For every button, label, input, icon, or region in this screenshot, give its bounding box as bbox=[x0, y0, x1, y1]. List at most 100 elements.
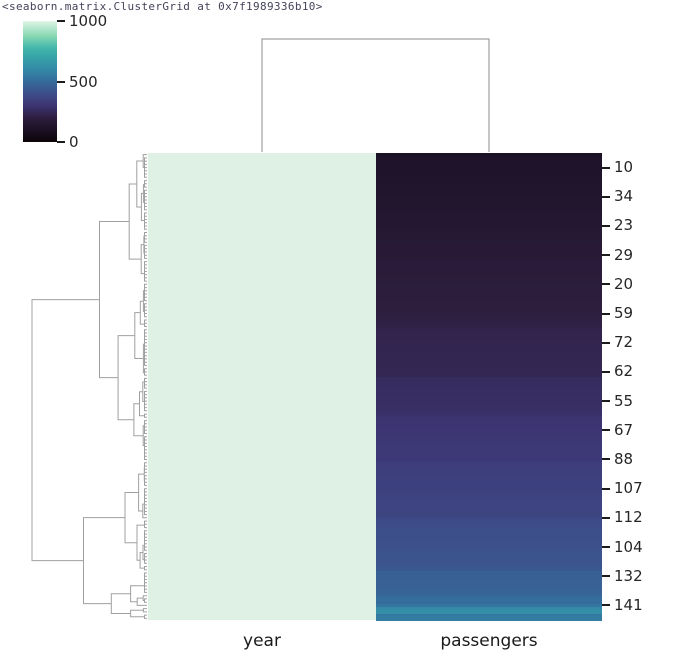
heatmap-row bbox=[376, 331, 602, 336]
heatmap-row bbox=[376, 169, 602, 174]
heatmap-row bbox=[376, 542, 602, 546]
heatmap-row bbox=[376, 185, 602, 190]
heatmap-row bbox=[376, 516, 602, 521]
heatmap-row bbox=[376, 269, 602, 274]
heatmap-row bbox=[376, 337, 602, 342]
row-tick bbox=[602, 546, 610, 549]
heatmap-row bbox=[376, 260, 602, 264]
heatmap-row bbox=[376, 253, 602, 258]
heatmap-row bbox=[376, 282, 602, 287]
heatmap-row bbox=[376, 506, 602, 511]
heatmap-row bbox=[376, 234, 602, 238]
heatmap-row bbox=[376, 318, 602, 323]
heatmap-row bbox=[376, 227, 602, 232]
heatmap-row bbox=[376, 405, 602, 410]
heatmap-row bbox=[376, 204, 602, 209]
row-tick-label: 107 bbox=[614, 479, 643, 498]
heatmap-row bbox=[376, 389, 602, 394]
heatmap-row bbox=[376, 564, 602, 569]
heatmap-row bbox=[376, 240, 602, 245]
heatmap-row bbox=[376, 425, 602, 430]
heatmap-row bbox=[376, 584, 602, 589]
row-tick bbox=[602, 166, 610, 169]
heatmap-row bbox=[376, 399, 602, 404]
heatmap-row bbox=[376, 509, 602, 514]
heatmap-row bbox=[376, 182, 602, 187]
heatmap-year-column bbox=[148, 153, 376, 620]
heatmap-row bbox=[376, 428, 602, 433]
heatmap-row bbox=[376, 256, 602, 261]
heatmap-row bbox=[376, 409, 602, 414]
heatmap-row bbox=[376, 367, 602, 371]
row-tick-label: 59 bbox=[614, 304, 634, 323]
row-tick bbox=[602, 224, 610, 227]
colorbar-tick bbox=[57, 141, 65, 143]
heatmap-row bbox=[376, 211, 602, 216]
heatmap-row bbox=[376, 217, 602, 222]
row-tick bbox=[602, 575, 610, 578]
heatmap-row bbox=[376, 380, 602, 384]
heatmap-row bbox=[376, 383, 602, 388]
heatmap-row bbox=[376, 214, 602, 219]
heatmap bbox=[148, 153, 602, 621]
heatmap-row bbox=[376, 431, 602, 436]
heatmap-row bbox=[376, 474, 602, 478]
heatmap-row bbox=[376, 422, 602, 426]
heatmap-row bbox=[376, 363, 602, 368]
heatmap-row bbox=[376, 551, 602, 556]
heatmap-row bbox=[376, 454, 602, 459]
heatmap-row bbox=[376, 448, 602, 452]
heatmap-row bbox=[376, 438, 602, 443]
heatmap-row bbox=[376, 247, 602, 251]
row-tick bbox=[602, 458, 610, 461]
heatmap-row bbox=[376, 561, 602, 566]
heatmap-row bbox=[376, 386, 602, 391]
heatmap-row bbox=[376, 311, 602, 316]
heatmap-row bbox=[376, 525, 602, 530]
row-tick-label: 141 bbox=[614, 595, 643, 614]
row-tick-label: 88 bbox=[614, 449, 634, 468]
heatmap-row bbox=[376, 457, 602, 462]
heatmap-row bbox=[376, 522, 602, 527]
heatmap-row bbox=[376, 396, 602, 401]
heatmap-row bbox=[376, 341, 602, 345]
heatmap-row bbox=[376, 610, 602, 615]
heatmap-row bbox=[376, 198, 602, 203]
row-tick-label: 23 bbox=[614, 216, 634, 235]
column-dendrogram bbox=[261, 38, 490, 152]
row-tick bbox=[602, 487, 610, 490]
row-tick bbox=[602, 312, 610, 315]
heatmap-row bbox=[376, 555, 602, 559]
heatmap-row bbox=[376, 483, 602, 488]
row-tick-label: 55 bbox=[614, 391, 634, 410]
heatmap-row bbox=[376, 285, 602, 290]
colorbar-tick-label: 0 bbox=[69, 133, 79, 151]
heatmap-row bbox=[376, 607, 602, 611]
heatmap-passengers-column bbox=[376, 153, 602, 621]
heatmap-row bbox=[376, 480, 602, 485]
heatmap-row bbox=[376, 289, 602, 294]
heatmap-row bbox=[376, 208, 602, 212]
heatmap-row bbox=[376, 597, 602, 602]
heatmap-row bbox=[376, 532, 602, 537]
heatmap-row bbox=[376, 324, 602, 329]
row-tick-label: 29 bbox=[614, 245, 634, 264]
heatmap-row bbox=[376, 350, 602, 355]
heatmap-row bbox=[376, 487, 602, 491]
heatmap-row bbox=[376, 512, 602, 517]
notebook-repr-text: <seaborn.matrix.ClusterGrid at 0x7f19893… bbox=[2, 0, 323, 13]
heatmap-row bbox=[376, 490, 602, 495]
row-tick bbox=[602, 254, 610, 257]
x-axis-label-passengers: passengers bbox=[440, 631, 538, 651]
row-tick bbox=[602, 516, 610, 519]
heatmap-row bbox=[376, 243, 602, 248]
heatmap-row bbox=[376, 402, 602, 407]
heatmap-row bbox=[376, 373, 602, 378]
row-tick bbox=[602, 283, 610, 286]
row-tick-label: 132 bbox=[614, 566, 643, 585]
row-tick bbox=[602, 195, 610, 198]
heatmap-row bbox=[376, 344, 602, 349]
heatmap-row bbox=[376, 581, 602, 585]
heatmap-row bbox=[376, 600, 602, 605]
heatmap-row bbox=[376, 328, 602, 332]
